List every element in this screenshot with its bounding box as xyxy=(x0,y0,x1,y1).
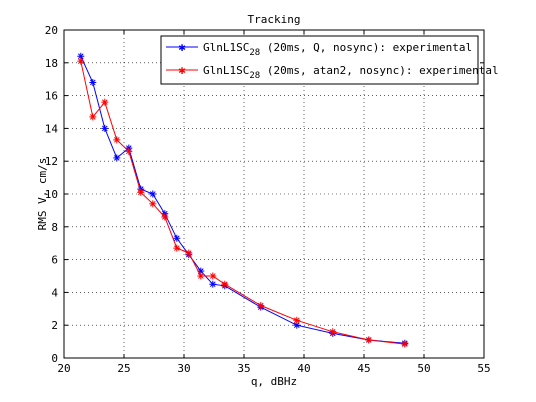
point-marker-stroke xyxy=(161,214,168,220)
series-2-point xyxy=(185,249,193,257)
series-2-point xyxy=(125,147,133,155)
legend-marker-1: ✱ xyxy=(178,40,185,54)
y-tick-label: 0 xyxy=(51,352,58,365)
point-marker-stroke xyxy=(209,281,216,288)
series-2-point xyxy=(137,188,145,196)
point-marker-stroke xyxy=(149,191,156,197)
y-tick-label: 6 xyxy=(51,254,58,267)
series-2-point xyxy=(293,316,301,324)
series-2-point xyxy=(401,340,409,348)
point-marker-stroke xyxy=(293,317,300,324)
x-axis-label: q, dBHz xyxy=(251,375,297,388)
legend-label-2: GlnL1SC28 (20ms, atan2, nosync): experim… xyxy=(203,64,499,81)
x-tick-label: 55 xyxy=(477,362,490,375)
series-1-point xyxy=(101,124,109,132)
series-1-point xyxy=(173,234,181,242)
legend-label-1-rest: (20ms, Q, nosync): experimental xyxy=(260,41,472,54)
x-tick-label: 45 xyxy=(357,362,370,375)
point-marker-stroke xyxy=(173,235,180,242)
y-tick-label: 8 xyxy=(51,221,58,234)
point-marker-stroke xyxy=(89,79,96,86)
point-marker-stroke xyxy=(101,125,108,132)
point-marker-stroke xyxy=(137,189,144,196)
chart-title: Tracking xyxy=(248,13,301,26)
legend-label-1-sub: 28 xyxy=(249,48,260,58)
y-tick-label: 2 xyxy=(51,319,58,332)
point-marker-stroke xyxy=(185,250,192,256)
series-2-point xyxy=(365,336,373,344)
point-marker-stroke xyxy=(89,114,96,120)
series-2-point xyxy=(77,57,85,65)
point-marker-stroke xyxy=(293,322,300,329)
point-marker-stroke xyxy=(197,273,204,279)
x-tick-label: 30 xyxy=(177,362,190,375)
x-tick-label: 25 xyxy=(117,362,130,375)
y-tick-label: 20 xyxy=(45,24,58,37)
ticks: 20 25 30 35 40 45 50 55 0 2 4 6 8 10 12 14 16 18 20 xyxy=(45,24,491,375)
y-tick-label: 18 xyxy=(45,57,58,70)
plot-area xyxy=(77,52,409,348)
legend: ✱ GlnL1SC28 (20ms, Q, nosync): experimen… xyxy=(160,35,499,85)
point-marker-stroke xyxy=(113,137,120,143)
legend-box xyxy=(160,35,479,85)
series-2-point xyxy=(257,302,265,310)
point-marker-stroke xyxy=(113,155,120,161)
series-1-point xyxy=(149,190,157,198)
x-tick-label: 35 xyxy=(237,362,250,375)
point-marker-stroke xyxy=(209,273,216,279)
legend-label-2-rest: (20ms, atan2, nosync): experimental xyxy=(260,64,498,77)
point-marker-stroke xyxy=(173,245,180,251)
point-marker-stroke xyxy=(221,281,228,288)
grid xyxy=(64,30,484,358)
legend-label-2-main: GlnL1SC xyxy=(203,64,249,77)
x-tick-label: 20 xyxy=(57,362,70,375)
y-tick-label: 12 xyxy=(45,155,58,168)
point-marker-stroke xyxy=(365,337,372,343)
legend-label-1-main: GlnL1SC xyxy=(203,41,249,54)
point-marker-stroke xyxy=(149,201,156,207)
legend-label-1: GlnL1SC28 (20ms, Q, nosync): experimenta… xyxy=(203,41,472,58)
series-2-point xyxy=(149,200,157,208)
series-1-point xyxy=(89,78,97,86)
series-2-line xyxy=(80,61,405,345)
series-2-point xyxy=(113,136,121,144)
legend-entry-2: ✱ GlnL1SC28 (20ms, atan2, nosync): exper… xyxy=(166,63,499,81)
point-marker-stroke xyxy=(329,328,336,335)
series-2-point xyxy=(197,272,205,280)
point-marker-stroke xyxy=(125,148,132,155)
y-tick-label: 10 xyxy=(45,188,58,201)
series-1-point xyxy=(209,280,217,288)
x-tick-label: 50 xyxy=(417,362,430,375)
series-2-point xyxy=(221,280,229,288)
point-marker-stroke xyxy=(77,53,84,60)
series-2-point xyxy=(161,213,169,221)
series-2-point xyxy=(209,272,217,280)
legend-entry-1: ✱ GlnL1SC28 (20ms, Q, nosync): experimen… xyxy=(166,40,472,58)
point-marker-stroke xyxy=(257,302,264,309)
series-2-point xyxy=(329,328,337,336)
y-tick-label: 4 xyxy=(51,286,58,299)
series-1-point xyxy=(113,154,121,162)
point-marker-stroke xyxy=(101,99,108,105)
x-tick-label: 40 xyxy=(297,362,310,375)
series-2-point xyxy=(89,113,97,121)
point-marker-stroke xyxy=(77,58,84,64)
series-2-point xyxy=(101,98,109,106)
series-2-point xyxy=(173,244,181,252)
y-tick-label: 16 xyxy=(45,90,58,103)
legend-label-2-sub: 28 xyxy=(249,71,260,81)
point-marker-stroke xyxy=(401,341,408,347)
legend-marker-2: ✱ xyxy=(178,63,185,77)
y-tick-label: 14 xyxy=(45,122,59,135)
y-axis-label: RMS V, cm/s xyxy=(36,158,49,231)
series-1-line xyxy=(80,55,405,344)
